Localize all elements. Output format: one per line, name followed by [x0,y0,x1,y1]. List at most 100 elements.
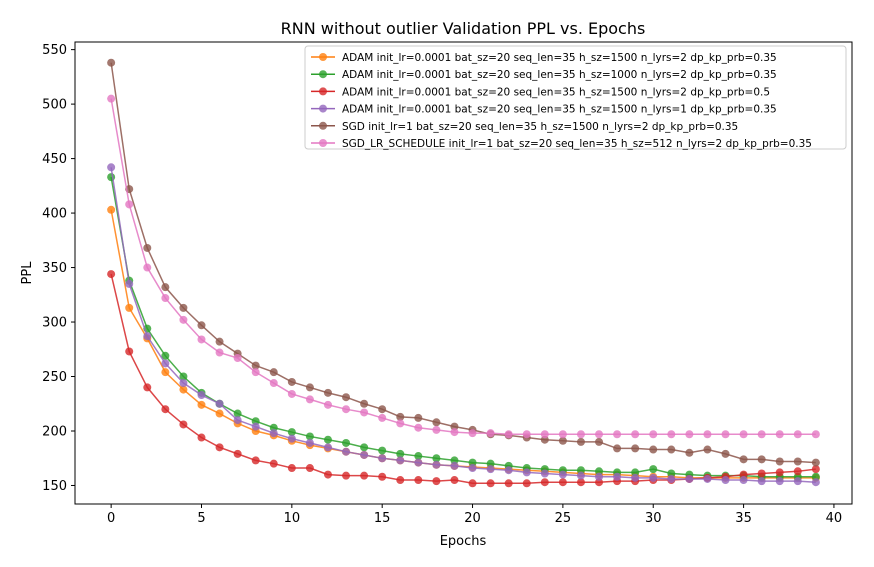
data-point [649,445,658,454]
data-point [269,368,278,377]
data-point [432,460,441,469]
data-point [703,430,712,439]
data-point [125,303,134,312]
data-point [360,471,369,480]
data-point [757,469,766,478]
data-point [576,471,585,480]
legend-label: SGD init_lr=1 bat_sz=20 seq_len=35 h_sz=… [342,121,738,133]
data-point [251,456,260,465]
legend-item: SGD_LR_SCHEDULE init_lr=1 bat_sz=20 seq_… [311,138,812,150]
data-point [739,455,748,464]
data-point [757,477,766,486]
y-axis: 150 200 250 300 350 400 450 500 550 [42,43,75,494]
data-point [739,430,748,439]
legend-label: ADAM init_lr=0.0001 bat_sz=20 seq_len=35… [342,86,770,98]
data-point [305,438,314,447]
legend-marker [319,53,327,61]
data-point [522,479,531,488]
data-point [576,430,585,439]
x-tick-label: 30 [645,511,662,526]
data-point [342,471,351,480]
legend-label: ADAM init_lr=0.0001 bat_sz=20 seq_len=35… [342,69,777,81]
data-point [631,473,640,482]
data-point [595,430,604,439]
data-point [107,163,116,172]
data-point [287,428,296,437]
data-point [161,294,170,303]
data-point [233,416,242,425]
data-point [396,412,405,421]
data-point [685,430,694,439]
x-tick-label: 25 [555,511,572,526]
data-point [323,435,332,444]
data-point [775,430,784,439]
data-point [667,430,676,439]
chart-title: RNN without outlier Validation PPL vs. E… [281,19,646,38]
data-point [414,476,423,485]
data-point [739,476,748,485]
data-point [414,452,423,461]
legend-box [304,45,847,150]
legend: ADAM init_lr=0.0001 bat_sz=20 seq_len=35… [304,45,847,150]
data-point [613,430,622,439]
data-point [811,458,820,467]
data-point [323,400,332,409]
data-point [595,472,604,481]
data-point [558,478,567,487]
data-point [811,430,820,439]
data-point [360,450,369,459]
data-point [287,434,296,443]
data-point [414,458,423,467]
data-point [757,430,766,439]
data-point [811,465,820,474]
data-point [360,443,369,452]
data-point [396,476,405,485]
data-point [522,468,531,477]
data-point [179,372,188,381]
data-point [667,474,676,483]
legend-item: ADAM init_lr=0.0001 bat_sz=20 seq_len=35… [311,104,777,116]
data-point [161,405,170,414]
data-point [486,429,495,438]
x-tick-label: 35 [735,511,752,526]
data-point [197,400,206,409]
data-point [323,470,332,479]
data-point [595,437,604,446]
data-point [342,405,351,414]
data-point [287,377,296,386]
data-point [450,428,459,437]
data-point [486,479,495,488]
legend-marker [319,121,327,130]
data-point [721,430,730,439]
data-point [143,243,152,252]
data-point [396,419,405,428]
x-tick-label: 10 [284,511,301,526]
data-point [775,468,784,477]
legend-label: ADAM init_lr=0.0001 bat_sz=20 seq_len=35… [342,52,777,64]
series-line [110,98,816,436]
data-point [342,447,351,456]
y-tick-label: 500 [42,98,67,113]
y-axis-label: PPL [20,261,35,285]
data-point [721,449,730,458]
data-point [197,335,206,344]
data-point [703,445,712,454]
data-point [468,429,477,438]
y-tick-label: 150 [42,479,67,494]
x-tick-label: 20 [464,511,481,526]
data-point [432,425,441,434]
data-point [269,459,278,468]
data-point [450,461,459,470]
data-point [342,393,351,402]
data-point [269,429,278,438]
data-point [215,337,224,346]
data-point [143,383,152,392]
data-point [613,472,622,481]
data-point [125,347,134,356]
data-point [504,479,513,488]
data-point [215,348,224,357]
data-point [161,359,170,368]
data-point [558,470,567,479]
data-point [378,405,387,414]
